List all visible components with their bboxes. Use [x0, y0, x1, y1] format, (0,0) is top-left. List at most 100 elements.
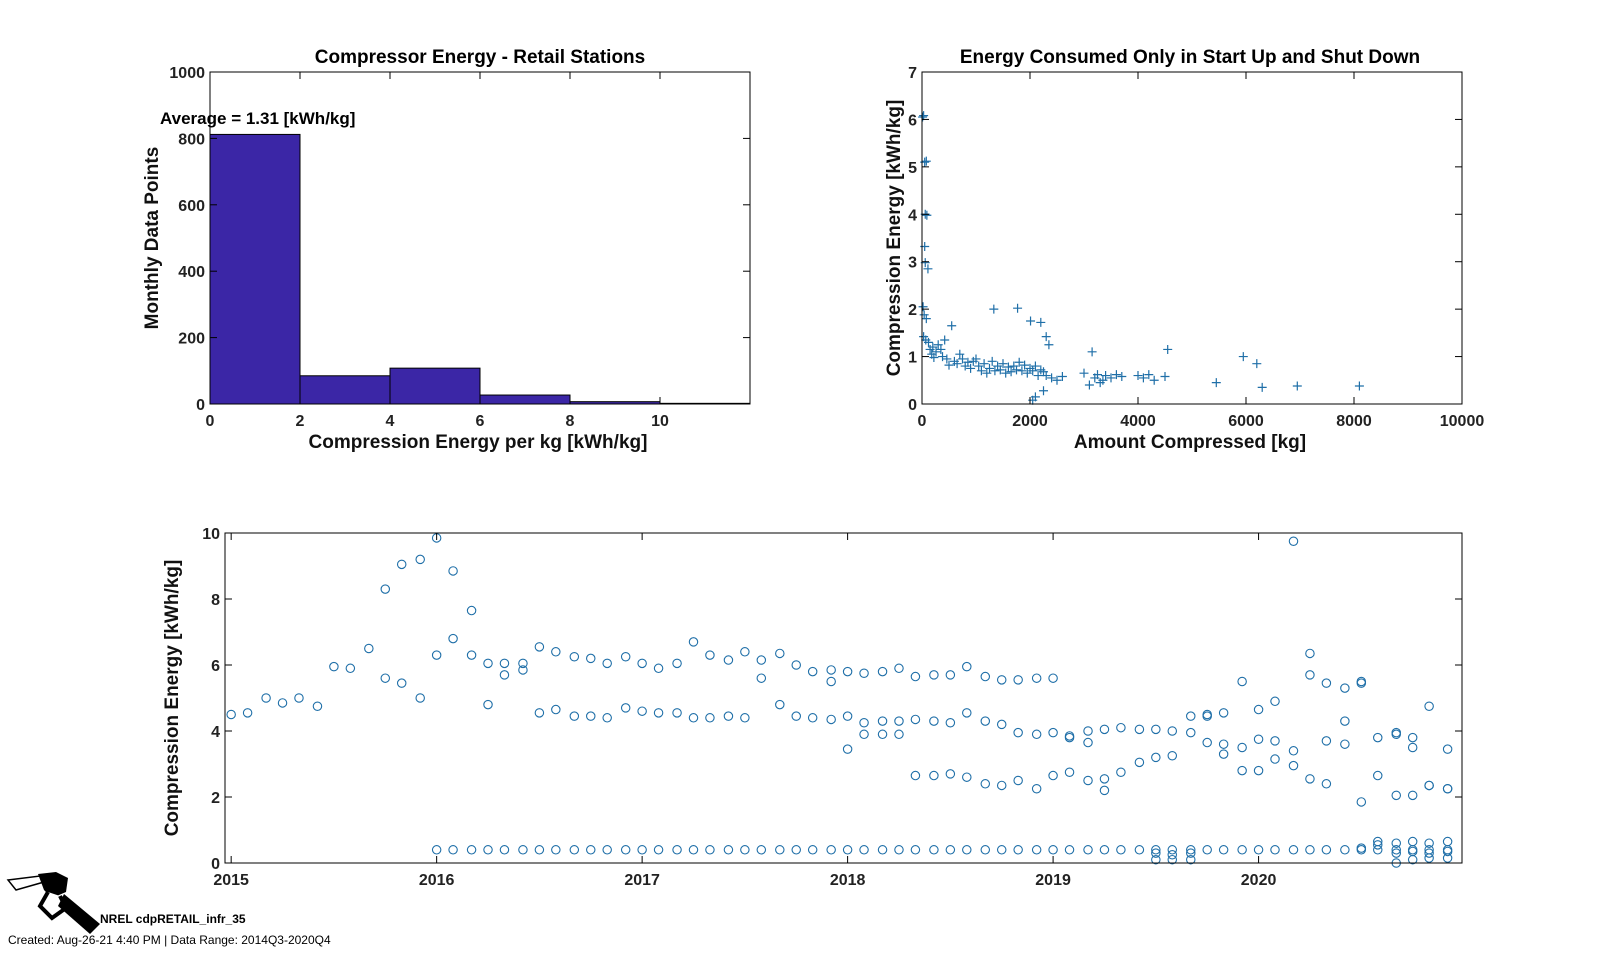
y-tick-label: 3: [908, 255, 917, 272]
time-series-point: [1031, 783, 1042, 794]
scatter-plus-point: [979, 359, 989, 369]
histogram-bar: [389, 367, 481, 405]
time-series-point: [1237, 742, 1247, 753]
time-series-point: [1340, 739, 1350, 749]
time-series-point: [499, 658, 510, 669]
time-series-point: [466, 650, 477, 660]
y-tick-label: 1: [908, 350, 917, 367]
time-series-point: [1151, 724, 1161, 735]
time-series-point: [1031, 845, 1042, 855]
time-series-point: [996, 845, 1007, 855]
time-series-point: [345, 663, 356, 674]
time-series-point: [364, 643, 374, 654]
time-series-point: [756, 655, 767, 665]
time-series-point: [1270, 736, 1280, 746]
scatter-plus-point: [1117, 371, 1127, 381]
time-series-point: [551, 704, 561, 715]
time-series-point: [1373, 732, 1383, 743]
scatter-plus-point: [1084, 380, 1094, 390]
scatter-plus-point: [942, 354, 952, 364]
time-series-point: [1202, 845, 1212, 855]
time-series-point: [466, 605, 477, 616]
time-series-point: [1048, 727, 1058, 738]
scatter-plus-point: [985, 363, 994, 373]
time-series-point: [1356, 678, 1367, 688]
time-series-point: [1202, 711, 1212, 721]
time-series-point: [242, 708, 253, 718]
time-series-point: [518, 658, 528, 669]
scatter-plus-point: [966, 363, 976, 373]
time-series-point: [1083, 726, 1093, 736]
time-series-point: [705, 650, 715, 660]
scatter-plus-point: [918, 302, 928, 312]
time-series-point: [1442, 783, 1453, 794]
time-series-point: [1391, 729, 1401, 740]
time-series-point: [1407, 790, 1418, 801]
time-series-point: [1099, 785, 1110, 796]
time-series-point: [775, 845, 785, 855]
time-series-point: [396, 559, 407, 570]
y-tick-label: 0: [908, 397, 917, 414]
time-series-point: [1424, 838, 1434, 848]
time-series-point: [534, 708, 545, 718]
time-series-point: [431, 845, 442, 855]
time-series-point: [1202, 737, 1212, 748]
time-series-point: [380, 673, 391, 683]
histogram-average-annotation: Average = 1.31 [kWh/kg]: [160, 109, 355, 128]
time-series-point: [1031, 673, 1042, 683]
time-series-point: [1116, 722, 1126, 733]
time-series-point: [1186, 727, 1196, 738]
time-series-point: [775, 648, 785, 659]
histogram-panel: Compressor Energy - Retail Stations 0 2 4 6…: [142, 47, 751, 453]
time-series-point: [637, 845, 647, 855]
time-series-point: [1237, 676, 1247, 687]
time-series-point: [551, 647, 561, 657]
time-series-point: [448, 566, 458, 576]
scatter-plus-point: [1211, 378, 1221, 388]
time-series-point: [894, 716, 904, 726]
time-series-point: [826, 845, 836, 855]
time-series-point: [1064, 767, 1075, 777]
scatter-plus-point: [1022, 368, 1032, 378]
time-series-point: [518, 845, 528, 855]
x-tick-label: 2000: [1012, 413, 1048, 430]
y-tick-label: 7: [908, 65, 917, 82]
time-series-point: [415, 693, 425, 703]
y-tick-label: 6: [908, 112, 917, 129]
time-series-point: [945, 769, 956, 779]
scatter-plus-point: [1163, 344, 1173, 354]
scatter-plus-point: [1030, 361, 1040, 371]
time-series-point: [466, 845, 477, 855]
scatter-plus-point: [936, 344, 946, 354]
time-series-point: [996, 675, 1007, 685]
time-series-point: [1186, 845, 1196, 855]
startup-scatter-points: [918, 111, 1364, 405]
scatter-plus-point: [974, 361, 984, 371]
time-series-point: [1253, 845, 1264, 855]
time-series-point: [483, 845, 493, 855]
scatter-plus-point: [1079, 368, 1089, 378]
startup-scatter-x-label: Amount Compressed [kg]: [1074, 432, 1306, 453]
scatter-plus-point: [922, 210, 932, 220]
time-series-point: [653, 708, 664, 718]
time-series-point: [859, 845, 869, 855]
time-series-point: [1391, 848, 1401, 858]
time-series-point: [602, 845, 612, 855]
scatter-plus-point: [1044, 340, 1054, 350]
time-series-point: [1218, 739, 1229, 749]
x-tick-label: 2018: [830, 872, 866, 889]
time-series-point: [1424, 848, 1434, 858]
time-series-point: [569, 651, 580, 662]
time-series-point: [1391, 845, 1401, 855]
fuel-nozzle-icon: [6, 872, 100, 934]
time-series-point: [723, 845, 734, 855]
scatter-plus-point: [1160, 371, 1170, 381]
time-series-point: [261, 693, 271, 703]
time-series-point: [1218, 845, 1229, 855]
x-tick-label: 2019: [1035, 872, 1071, 889]
time-series-point: [980, 779, 991, 789]
scatter-plus-point: [938, 352, 948, 362]
time-series-point: [910, 770, 921, 781]
scatter-plus-point: [1001, 368, 1011, 378]
y-tick-label: 0: [196, 397, 205, 414]
